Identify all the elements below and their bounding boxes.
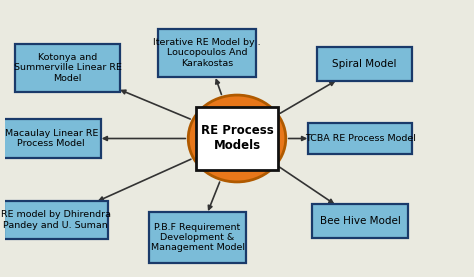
Ellipse shape — [188, 95, 286, 182]
FancyBboxPatch shape — [308, 123, 412, 154]
FancyBboxPatch shape — [149, 212, 246, 263]
Text: Macaulay Linear RE
Process Model: Macaulay Linear RE Process Model — [5, 129, 98, 148]
Text: RE Process
Models: RE Process Models — [201, 124, 273, 153]
FancyBboxPatch shape — [317, 47, 412, 81]
Text: Iterative RE Model by .
Loucopoulos And
Karakostas: Iterative RE Model by . Loucopoulos And … — [153, 38, 261, 68]
FancyBboxPatch shape — [158, 29, 255, 77]
FancyBboxPatch shape — [4, 201, 108, 239]
FancyBboxPatch shape — [196, 107, 278, 170]
Text: RE model by Dhirendra
Pandey and U. Suman: RE model by Dhirendra Pandey and U. Suma… — [1, 210, 111, 230]
FancyBboxPatch shape — [312, 204, 408, 238]
Text: Kotonya and
Summerville Linear RE
Model: Kotonya and Summerville Linear RE Model — [14, 53, 121, 83]
Text: Spiral Model: Spiral Model — [332, 59, 397, 69]
Text: P.B.F Requirement
Development &
Management Model: P.B.F Requirement Development & Manageme… — [151, 223, 245, 252]
Text: Bee Hive Model: Bee Hive Model — [319, 216, 401, 226]
Text: TCBA RE Process Model: TCBA RE Process Model — [305, 134, 416, 143]
FancyBboxPatch shape — [15, 44, 120, 92]
FancyBboxPatch shape — [1, 119, 101, 158]
